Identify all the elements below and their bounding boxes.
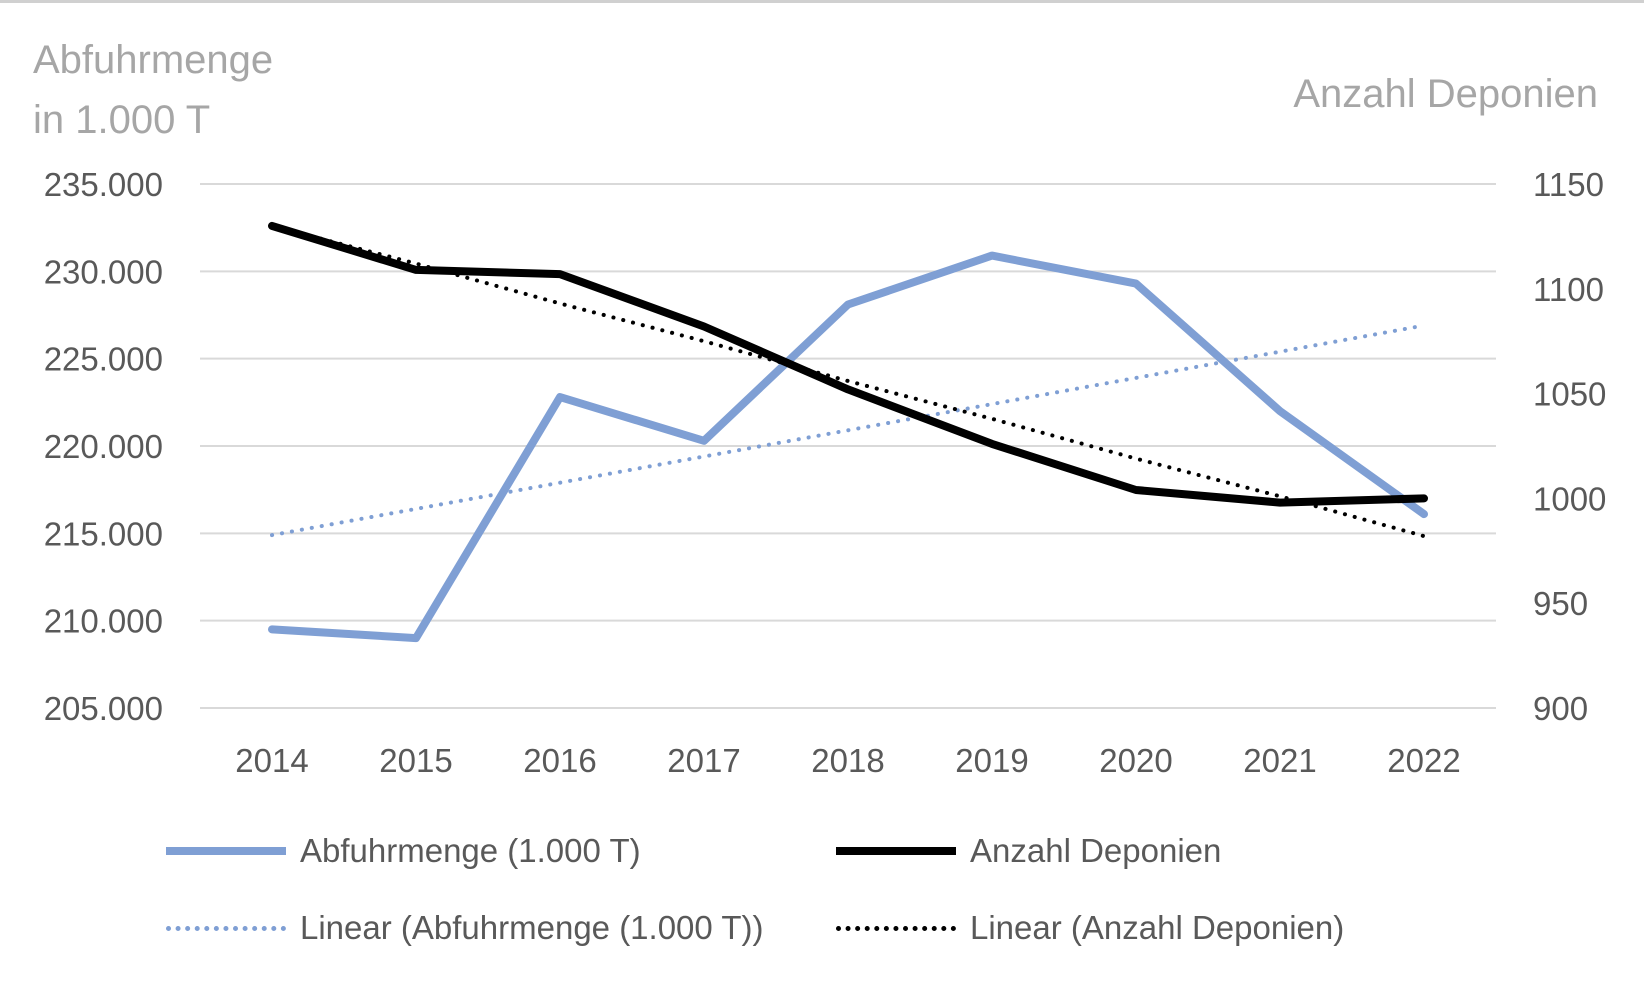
x-tick-label: 2022 — [1387, 742, 1460, 779]
right-tick-label: 900 — [1533, 690, 1588, 727]
series-line-0 — [268, 251, 1428, 643]
x-tick-label: 2017 — [667, 742, 740, 779]
left-tick-label: 215.000 — [44, 515, 163, 552]
right-axis-ticks: 900 950 1000 1050 1100 1150 — [1533, 166, 1606, 727]
legend-swatch-abfuhrmenge — [166, 847, 286, 855]
legend-swatch-linear-anzahl-deponien — [836, 925, 956, 931]
series-line-1 — [268, 221, 1428, 507]
series-line-2 — [270, 323, 1426, 538]
left-tick-label: 235.000 — [44, 166, 163, 203]
x-tick-label: 2015 — [379, 742, 452, 779]
right-tick-label: 1150 — [1533, 166, 1604, 203]
left-tick-label: 205.000 — [44, 690, 163, 727]
series-line-3 — [270, 223, 1426, 539]
legend-label-linear-abfuhrmenge: Linear (Abfuhrmenge (1.000 T)) — [300, 909, 764, 946]
grid-lines — [200, 183, 1496, 709]
legend-item-linear-anzahl-deponien: Linear (Anzahl Deponien) — [836, 909, 1344, 947]
left-tick-label: 225.000 — [44, 341, 163, 378]
x-tick-label: 2020 — [1099, 742, 1172, 779]
legend-label-abfuhrmenge: Abfuhrmenge (1.000 T) — [300, 832, 641, 869]
legend-item-anzahl-deponien: Anzahl Deponien — [836, 832, 1221, 870]
legend-label-anzahl-deponien: Anzahl Deponien — [970, 832, 1222, 869]
series-lines — [268, 221, 1428, 643]
legend-item-abfuhrmenge: Abfuhrmenge (1.000 T) — [166, 832, 641, 870]
legend-label-linear-anzahl-deponien: Linear (Anzahl Deponien) — [970, 909, 1345, 946]
left-axis-ticks: 205.000 210.000 215.000 220.000 225.000 230.0… — [44, 166, 163, 727]
left-axis-title-line2: in 1.000 T — [33, 98, 211, 142]
right-tick-label: 1000 — [1533, 480, 1606, 517]
top-border — [0, 0, 1644, 3]
x-tick-label: 2016 — [523, 742, 596, 779]
x-tick-label: 2021 — [1243, 742, 1316, 779]
x-tick-label: 2014 — [235, 742, 308, 779]
x-axis-ticks: 2014 2015 2016 2017 2018 2019 2020 2021 2022 — [235, 742, 1460, 779]
left-axis-title-line1: Abfuhrmenge — [33, 38, 274, 82]
right-axis-title: Anzahl Deponien — [1293, 72, 1598, 116]
legend-swatch-linear-abfuhrmenge — [166, 925, 286, 931]
x-tick-label: 2019 — [955, 742, 1028, 779]
right-tick-label: 950 — [1533, 585, 1588, 622]
left-axis-title: Abfuhrmenge in 1.000 T — [33, 30, 273, 150]
legend-swatch-anzahl-deponien — [836, 847, 956, 855]
legend-item-linear-abfuhrmenge: Linear (Abfuhrmenge (1.000 T)) — [166, 909, 763, 947]
left-tick-label: 230.000 — [44, 253, 163, 290]
x-tick-label: 2018 — [811, 742, 884, 779]
right-tick-label: 1050 — [1533, 376, 1606, 413]
right-tick-label: 1100 — [1533, 271, 1604, 308]
left-tick-label: 210.000 — [44, 603, 163, 640]
left-tick-label: 220.000 — [44, 428, 163, 465]
